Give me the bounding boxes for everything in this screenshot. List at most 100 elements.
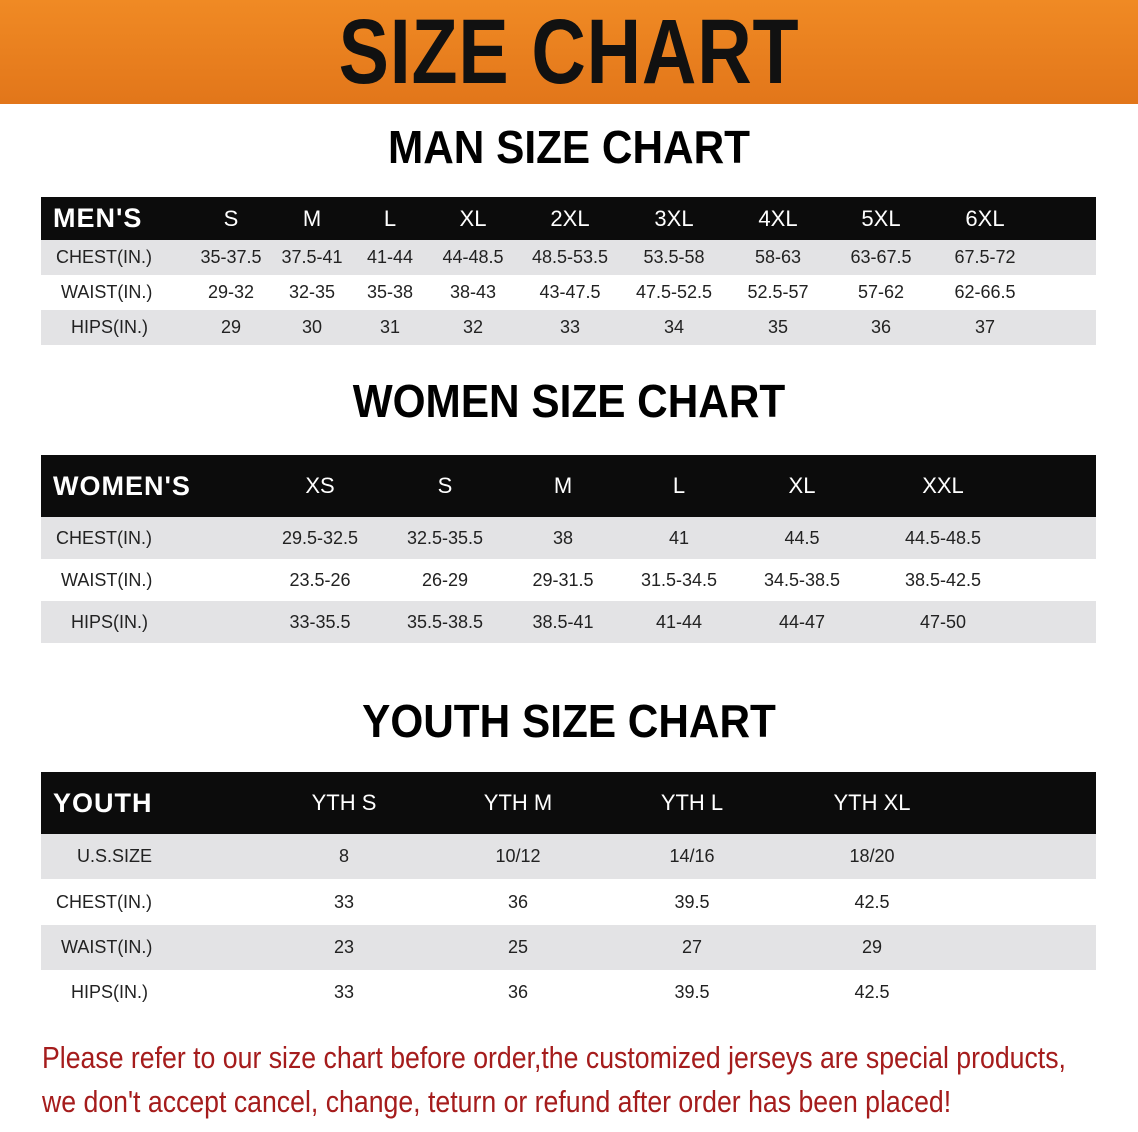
table-row: HIPS(IN.) 33-35.5 35.5-38.5 38.5-41 41-44 44-… <box>41 601 1096 643</box>
table-row: WAIST(IN.) 23 25 27 29 <box>41 925 1096 970</box>
table-cell: 29 <box>220 317 242 337</box>
table-cell: 62-66.5 <box>954 282 1016 302</box>
table-cell: 42.5 <box>854 982 890 1002</box>
table-cell: 36 <box>507 982 529 1002</box>
table-cell: 8 <box>338 846 350 866</box>
table-cell: 53.5-58 <box>643 247 705 267</box>
size-header-cell: S <box>437 473 453 498</box>
size-header-cell: M <box>553 473 573 498</box>
measurement-label: HIPS(IN.) <box>71 982 149 1002</box>
table-cell: 35 <box>767 317 789 337</box>
table-cell: 29-32 <box>207 282 255 302</box>
table-cell: 38.5-41 <box>532 611 594 632</box>
table-cell: 23.5-26 <box>289 569 351 590</box>
table-cell: 43-47.5 <box>539 282 601 302</box>
table-row: WAIST(IN.) 29-32 32-35 35-38 38-43 43-47.5 47.… <box>41 275 1096 310</box>
size-header-cell: 2XL <box>550 205 590 231</box>
table-cell: 44.5 <box>784 527 820 548</box>
table-cell: 31.5-34.5 <box>640 569 718 590</box>
table-cell: 44-47 <box>778 611 826 632</box>
table-cell: 42.5 <box>854 891 890 912</box>
table-cell: 29 <box>861 937 883 957</box>
size-header-cell: XXL <box>922 473 964 498</box>
table-cell: 41 <box>668 527 690 548</box>
size-header-cell: XL <box>459 205 487 231</box>
table-cell: 63-67.5 <box>850 247 912 267</box>
size-header-cell: YTH S <box>311 790 377 815</box>
table-cell: 35-37.5 <box>200 247 262 267</box>
table-cell: 57-62 <box>857 282 905 302</box>
table-cell: 38.5-42.5 <box>904 569 982 590</box>
table-row: WAIST(IN.) 23.5-26 26-29 29-31.5 31.5-34.5 34… <box>41 559 1096 601</box>
table-row: CHEST(IN.) 35-37.5 37.5-41 41-44 44-48.5 48.5… <box>41 240 1096 275</box>
table-row: CHEST(IN.) 29.5-32.5 32.5-35.5 38 41 44.5 44.5… <box>41 517 1096 559</box>
table-cell: 32 <box>462 317 484 337</box>
table-cell: 39.5 <box>674 891 710 912</box>
table-cell: 33 <box>333 982 355 1002</box>
table-cell: 29-31.5 <box>532 569 594 590</box>
table-cell: 35.5-38.5 <box>406 611 484 632</box>
table-cell: 10/12 <box>495 846 541 866</box>
table-cell: 41-44 <box>366 247 414 267</box>
table-cell: 37 <box>974 317 996 337</box>
table-cell: 39.5 <box>674 982 710 1002</box>
table-cell: 41-44 <box>655 611 703 632</box>
table-cell: 23 <box>333 937 355 957</box>
measurement-label: HIPS(IN.) <box>71 317 149 337</box>
table-cell: 33 <box>559 317 581 337</box>
table-cell: 26-29 <box>421 569 469 590</box>
table-cell: 44.5-48.5 <box>904 527 982 548</box>
men-section-title: MAN SIZE CHART <box>387 121 751 173</box>
youth-header-row: YOUTH YTH S YTH M YTH L YTH XL <box>41 772 1096 834</box>
table-cell: 44-48.5 <box>442 247 504 267</box>
table-cell: 27 <box>681 937 703 957</box>
measurement-label: WAIST(IN.) <box>61 569 153 590</box>
measurement-label: WAIST(IN.) <box>61 937 153 957</box>
men-header-row: MEN'S S M L XL 2XL 3XL 4XL 5XL 6XL <box>41 197 1096 240</box>
table-cell: 47-50 <box>919 611 967 632</box>
table-cell: 33-35.5 <box>289 611 351 632</box>
size-header-cell: L <box>383 205 397 231</box>
table-cell: 48.5-53.5 <box>531 247 609 267</box>
table-row: U.S.SIZE 8 10/12 14/16 18/20 <box>41 834 1096 879</box>
table-cell: 25 <box>507 937 529 957</box>
banner-title: SIZE CHART <box>338 1 800 103</box>
table-cell: 38 <box>552 527 574 548</box>
size-header-cell: XS <box>305 473 335 498</box>
size-header-cell: YTH XL <box>833 790 911 815</box>
table-cell: 36 <box>507 891 529 912</box>
table-row: HIPS(IN.) 29 30 31 32 33 34 35 36 37 <box>41 310 1096 345</box>
table-cell: 52.5-57 <box>747 282 809 302</box>
table-cell: 34.5-38.5 <box>763 569 841 590</box>
table-cell: 33 <box>333 891 355 912</box>
size-header-cell: M <box>302 205 322 231</box>
table-cell: 37.5-41 <box>281 247 343 267</box>
size-header-cell: 3XL <box>654 205 694 231</box>
order-notice-line-1: Please refer to our size chart before or… <box>42 1040 1066 1075</box>
size-header-cell: S <box>223 205 239 231</box>
measurement-label: CHEST(IN.) <box>56 247 152 267</box>
table-cell: 38-43 <box>449 282 497 302</box>
women-section-title: WOMEN SIZE CHART <box>352 375 786 427</box>
measurement-label: U.S.SIZE <box>77 846 153 866</box>
measurement-label: HIPS(IN.) <box>71 611 149 632</box>
table-cell: 29.5-32.5 <box>281 527 359 548</box>
measurement-label: CHEST(IN.) <box>56 527 152 548</box>
table-cell: 47.5-52.5 <box>635 282 713 302</box>
table-cell: 32.5-35.5 <box>406 527 484 548</box>
table-cell: 31 <box>379 317 401 337</box>
size-header-cell: YTH L <box>660 790 724 815</box>
measurement-label: CHEST(IN.) <box>56 891 152 912</box>
table-cell: 30 <box>301 317 323 337</box>
table-row: CHEST(IN.) 33 36 39.5 42.5 <box>41 879 1096 925</box>
size-header-cell: 6XL <box>965 205 1005 231</box>
order-notice: Please refer to our size chart before or… <box>42 1036 1066 1124</box>
table-cell: 58-63 <box>754 247 802 267</box>
table-cell: 35-38 <box>366 282 414 302</box>
table-title-cell: WOMEN'S <box>53 470 191 501</box>
table-cell: 32-35 <box>288 282 336 302</box>
size-header-cell: XL <box>788 473 816 498</box>
table-cell: 14/16 <box>669 846 715 866</box>
table-cell: 36 <box>870 317 892 337</box>
size-header-cell: 5XL <box>861 205 901 231</box>
